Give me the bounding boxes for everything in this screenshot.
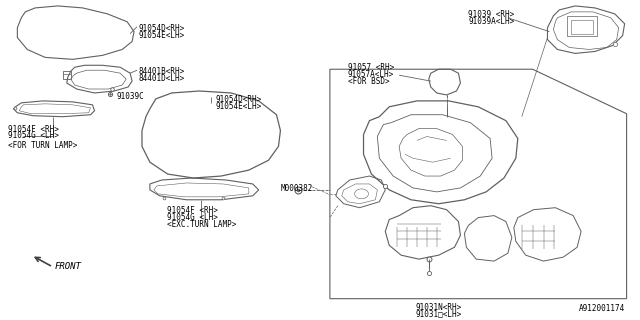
Text: 91054E<LH>: 91054E<LH>: [215, 102, 261, 111]
Text: A912001174: A912001174: [579, 304, 625, 313]
Text: 91039 <RH>: 91039 <RH>: [468, 10, 515, 19]
Text: 91054F <RH>: 91054F <RH>: [166, 206, 218, 215]
Bar: [567, 16, 597, 36]
Text: 91031□<LH>: 91031□<LH>: [415, 309, 462, 318]
Text: 91054F <RH>: 91054F <RH>: [8, 124, 60, 134]
Text: 91054G <LH>: 91054G <LH>: [166, 212, 218, 221]
Text: 91054G <LH>: 91054G <LH>: [8, 132, 60, 140]
Text: 91054D<RH>: 91054D<RH>: [138, 24, 184, 33]
Text: 84401D<LH>: 84401D<LH>: [138, 74, 184, 83]
Text: 84401B<RH>: 84401B<RH>: [138, 67, 184, 76]
Text: 91031N<RH>: 91031N<RH>: [415, 303, 462, 312]
Text: 91039A<LH>: 91039A<LH>: [468, 17, 515, 26]
Text: 91057 <RH>: 91057 <RH>: [348, 63, 394, 72]
Text: 91054E<LH>: 91054E<LH>: [138, 30, 184, 40]
Text: <FOR TURN LAMP>: <FOR TURN LAMP>: [8, 141, 78, 150]
Text: M000382: M000382: [280, 184, 313, 193]
Text: <FOR BSD>: <FOR BSD>: [348, 77, 389, 86]
Text: 91039C: 91039C: [116, 92, 144, 101]
Bar: [572, 20, 593, 34]
Text: 91057A<LH>: 91057A<LH>: [348, 70, 394, 79]
Text: <EXC.TURN LAMP>: <EXC.TURN LAMP>: [166, 220, 236, 228]
Text: FRONT: FRONT: [55, 262, 82, 271]
Text: 91054D<RH>: 91054D<RH>: [215, 95, 261, 104]
